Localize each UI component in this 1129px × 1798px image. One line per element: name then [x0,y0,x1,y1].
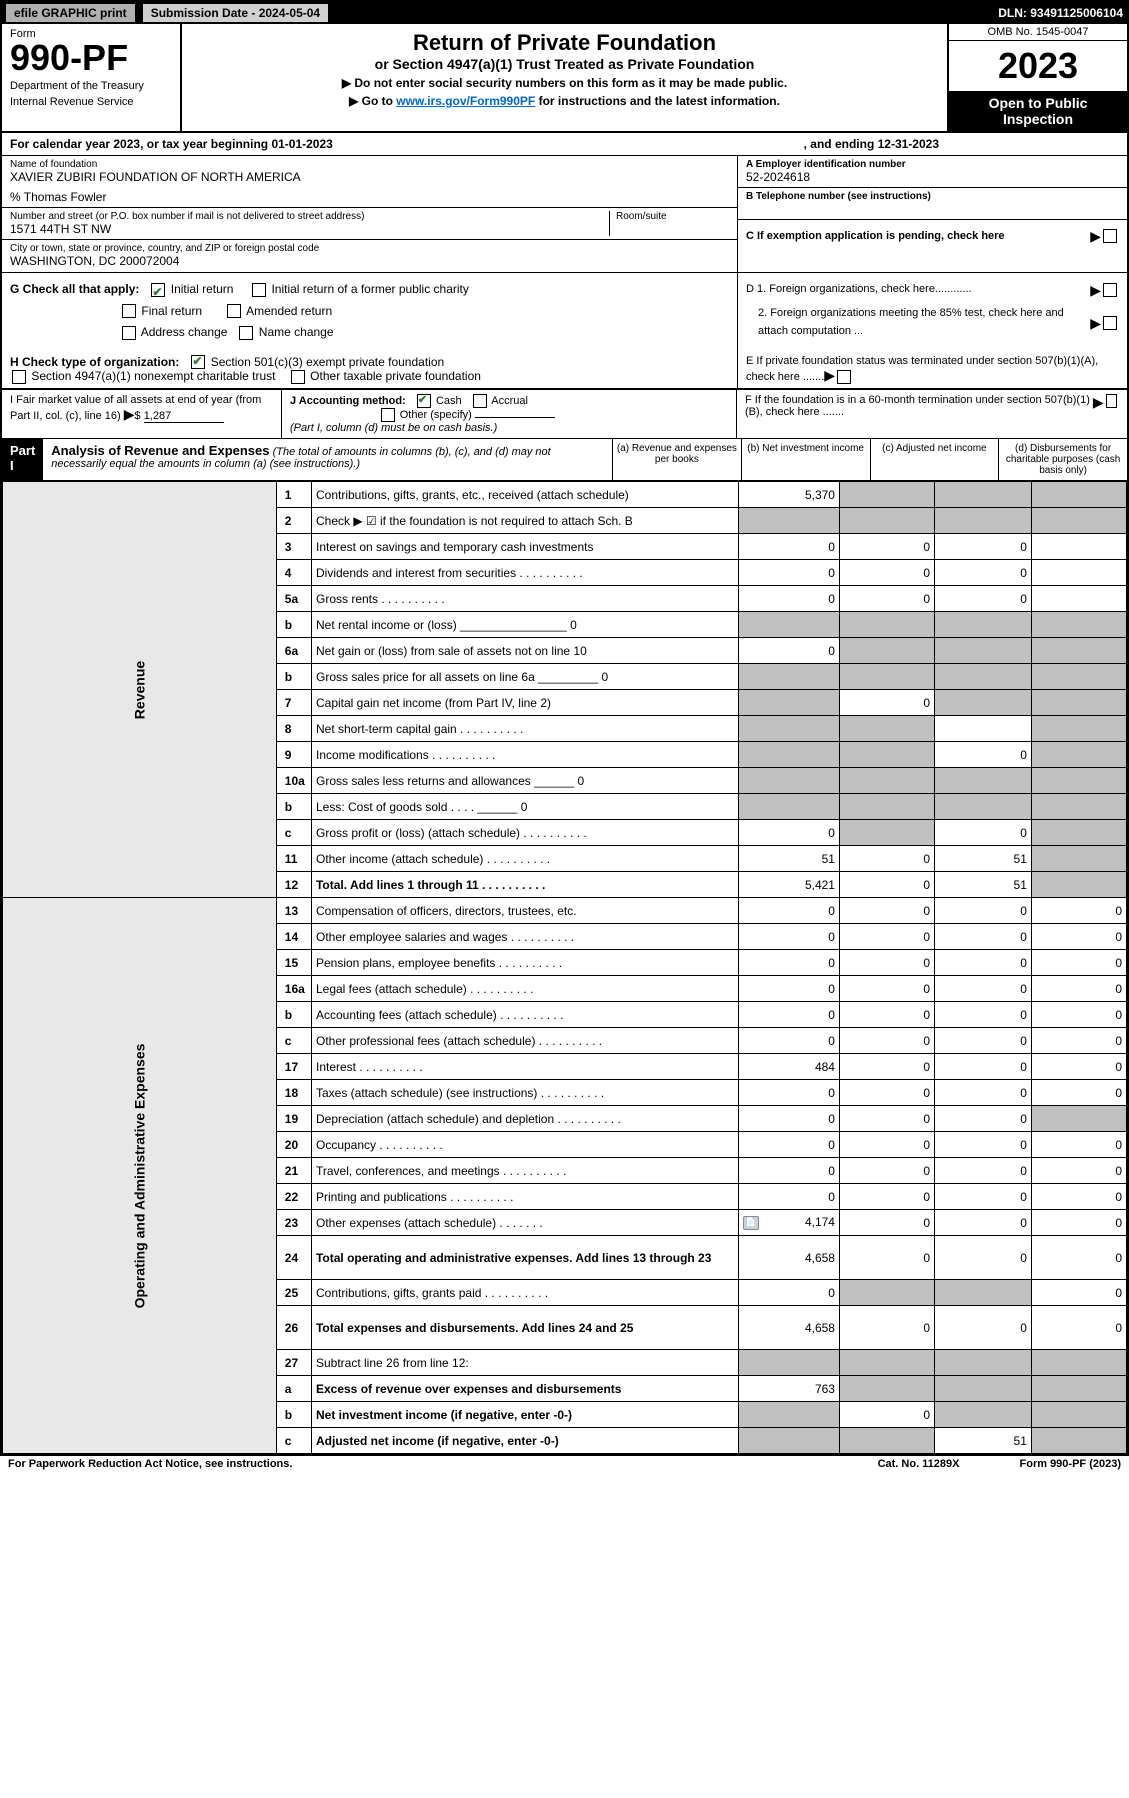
part1-title: Analysis of Revenue and Expenses [51,443,269,458]
g-amended-checkbox[interactable] [227,304,241,318]
footer-cat: Cat. No. 11289X [878,1458,960,1470]
form-note-2: ▶ Go to www.irs.gov/Form990PF for instru… [188,94,941,108]
ein-label: A Employer identification number [746,159,1119,170]
care-of: % Thomas Fowler [10,190,729,204]
room-label: Room/suite [616,211,729,222]
street-address: 1571 44TH ST NW [10,222,609,236]
foundation-info: Name of foundation XAVIER ZUBIRI FOUNDAT… [2,156,1127,273]
h-label: H Check type of organization: [10,355,179,369]
section-h-e: H Check type of organization: Section 50… [2,351,1127,390]
form-number: 990-PF [10,40,172,76]
form-subtitle: or Section 4947(a)(1) Trust Treated as P… [188,56,941,72]
calendar-year-row: For calendar year 2023, or tax year begi… [2,133,1127,156]
h-4947-checkbox[interactable] [12,370,26,384]
irs-link[interactable]: www.irs.gov/Form990PF [396,94,535,108]
section-label: Revenue [3,482,277,898]
ein-value: 52-2024618 [746,170,1119,184]
phone-label: B Telephone number (see instructions) [746,191,1119,202]
dln-number: DLN: 93491125006104 [998,6,1123,20]
form-header: Form 990-PF Department of the Treasury I… [2,24,1127,133]
section-label: Operating and Administrative Expenses [3,898,277,1454]
j-accrual-checkbox[interactable] [473,394,487,408]
f-checkbox[interactable] [1106,394,1117,408]
col-d-header: (d) Disbursements for charitable purpose… [998,439,1127,480]
part1-badge: Part I [2,439,43,480]
street-label: Number and street (or P.O. box number if… [10,211,609,222]
name-label: Name of foundation [10,159,729,170]
col-b-header: (b) Net investment income [741,439,870,480]
footer-left: For Paperwork Reduction Act Notice, see … [8,1458,292,1470]
header-center: Return of Private Foundation or Section … [182,24,947,131]
j-cash-checkbox[interactable] [417,394,431,408]
j-label: J Accounting method: [290,395,406,407]
h-other-checkbox[interactable] [291,370,305,384]
efile-label: efile GRAPHIC print [6,4,135,22]
dept-treasury: Department of the Treasury [10,80,172,92]
f-label: F If the foundation is in a 60-month ter… [745,394,1093,418]
d1-label: D 1. Foreign organizations, check here..… [746,281,1090,299]
table-row: Revenue1Contributions, gifts, grants, et… [3,482,1127,508]
tax-year: 2023 [949,41,1127,91]
top-bar: efile GRAPHIC print Submission Date - 20… [2,2,1127,24]
arrow-icon: ▶ [1090,228,1101,245]
g-initial-checkbox[interactable] [151,283,165,297]
exemption-checkbox[interactable] [1103,229,1117,243]
open-public-badge: Open to Public Inspection [949,91,1127,131]
header-left: Form 990-PF Department of the Treasury I… [2,24,182,131]
d1-checkbox[interactable] [1103,283,1117,297]
col-c-header: (c) Adjusted net income [870,439,999,480]
h-501c3-checkbox[interactable] [191,355,205,369]
exemption-label: C If exemption application is pending, c… [746,230,1090,242]
submission-date: Submission Date - 2024-05-04 [143,4,328,22]
d2-checkbox[interactable] [1103,316,1117,330]
form-title: Return of Private Foundation [188,30,941,56]
col-a-header: (a) Revenue and expenses per books [612,439,741,480]
city-state-zip: WASHINGTON, DC 200072004 [10,254,729,268]
foundation-name: XAVIER ZUBIRI FOUNDATION OF NORTH AMERIC… [10,170,729,184]
g-final-checkbox[interactable] [122,304,136,318]
footer-form: Form 990-PF (2023) [1020,1458,1122,1470]
section-i-j-f: I Fair market value of all assets at end… [2,389,1127,439]
attachment-icon[interactable]: 📄 [743,1216,759,1230]
e-checkbox[interactable] [837,370,851,384]
calendar-begin: For calendar year 2023, or tax year begi… [10,137,333,151]
footer: For Paperwork Reduction Act Notice, see … [0,1456,1129,1472]
j-note: (Part I, column (d) must be on cash basi… [290,422,497,434]
g-address-checkbox[interactable] [122,326,136,340]
part1-header-row: Part I Analysis of Revenue and Expenses … [2,439,1127,481]
revenue-expense-table: Revenue1Contributions, gifts, grants, et… [2,481,1127,1454]
calendar-end: , and ending 12-31-2023 [804,137,939,151]
d2-label: 2. Foreign organizations meeting the 85%… [746,305,1090,340]
header-right: OMB No. 1545-0047 2023 Open to Public In… [947,24,1127,131]
omb-number: OMB No. 1545-0047 [949,24,1127,41]
i-value: 1,287 [144,410,224,423]
g-name-checkbox[interactable] [239,326,253,340]
form-note-1: ▶ Do not enter social security numbers o… [188,76,941,90]
e-label: E If private foundation status was termi… [746,355,1098,383]
j-other-checkbox[interactable] [381,408,395,422]
table-row: Operating and Administrative Expenses13C… [3,898,1127,924]
dept-irs: Internal Revenue Service [10,96,172,108]
section-g-d: G Check all that apply: Initial return I… [2,273,1127,351]
g-initial-former-checkbox[interactable] [252,283,266,297]
city-label: City or town, state or province, country… [10,243,729,254]
g-label: G Check all that apply: [10,282,139,296]
